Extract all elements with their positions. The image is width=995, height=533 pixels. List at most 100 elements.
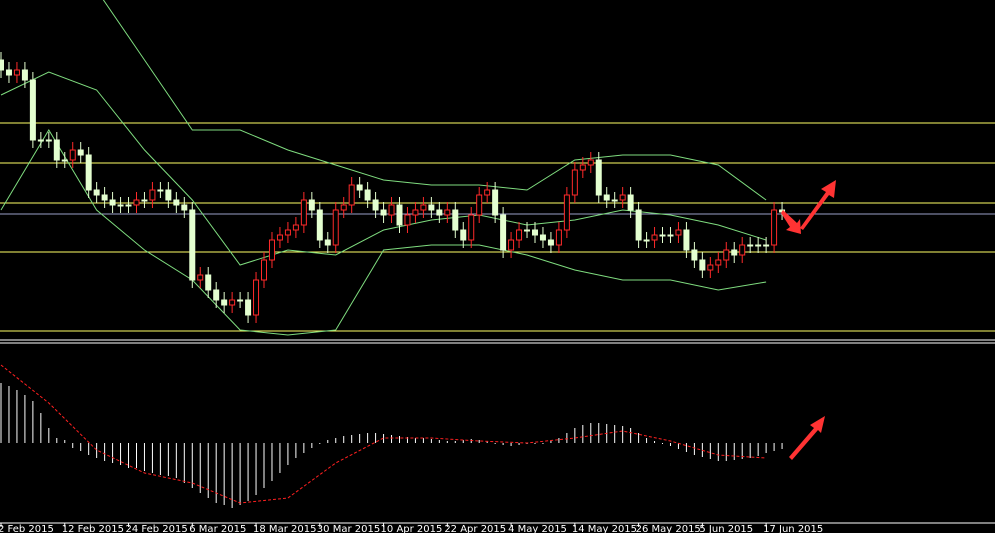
candle-body <box>348 184 355 206</box>
x-tick-label: 17 Jun 2015 <box>763 524 823 533</box>
candle-body <box>237 299 244 302</box>
x-tick-label: 6 Mar 2015 <box>189 524 246 533</box>
candle-body <box>763 244 770 247</box>
x-tick-label: 14 May 2015 <box>572 524 637 533</box>
candle-body <box>356 184 363 191</box>
candle-body <box>13 69 20 76</box>
candle-body <box>524 229 531 232</box>
candle-body <box>324 239 331 246</box>
candle-body <box>396 204 403 226</box>
candle-body <box>508 239 515 251</box>
candle-body <box>683 229 690 251</box>
x-tick-label: 24 Feb 2015 <box>126 524 188 533</box>
candle-body <box>101 194 108 201</box>
candle-body <box>268 239 275 261</box>
candle-body <box>731 249 738 256</box>
candle-body <box>579 164 586 171</box>
candle-body <box>189 209 196 281</box>
candle-body <box>0 59 4 71</box>
candle-body <box>659 234 666 237</box>
x-tick-label: 4 May 2015 <box>508 524 567 533</box>
candle-body <box>69 149 76 161</box>
candle-body <box>213 289 220 301</box>
candle-body <box>21 69 28 81</box>
candle-body <box>245 299 252 316</box>
candle-body <box>452 209 459 231</box>
candle-body <box>436 209 443 216</box>
candle-body <box>771 209 778 246</box>
candle-body <box>372 199 379 211</box>
candle-body <box>133 199 140 206</box>
candle-body <box>571 169 578 196</box>
candle-body <box>468 214 475 241</box>
candle-body <box>492 189 499 216</box>
candle-body <box>531 229 538 236</box>
x-tick-label: 2 Feb 2015 <box>0 524 54 533</box>
x-tick-label: 18 Mar 2015 <box>253 524 316 533</box>
candle-body <box>109 199 116 206</box>
candle-body <box>364 189 371 201</box>
candle-body <box>253 279 260 316</box>
candle-body <box>141 199 148 202</box>
candle-body <box>85 154 92 191</box>
arrow-down <box>781 210 801 234</box>
bollinger-band <box>0 129 767 336</box>
candle-body <box>173 199 180 206</box>
candle-body <box>587 159 594 166</box>
candle-body <box>332 209 339 246</box>
bollinger-band <box>102 0 767 201</box>
candle-body <box>380 209 387 216</box>
candle-body <box>739 244 746 256</box>
candle-body <box>516 229 523 241</box>
candle-body <box>547 239 554 246</box>
candle-body <box>221 299 228 306</box>
candle-body <box>5 69 12 76</box>
candle-body <box>715 259 722 266</box>
candle-body <box>444 209 451 216</box>
candle-body <box>627 194 634 211</box>
x-tick-label: 30 Mar 2015 <box>317 524 380 533</box>
candle-body <box>29 79 36 141</box>
candle-body <box>308 199 315 211</box>
candle-body <box>691 249 698 261</box>
candle-body <box>340 204 347 211</box>
annotation-arrows <box>781 180 836 460</box>
candle-body <box>412 209 419 216</box>
candle-body <box>635 209 642 241</box>
candle-body <box>500 214 507 251</box>
arrow-up <box>789 416 825 460</box>
candle-body <box>197 274 204 281</box>
candle-body <box>77 149 84 156</box>
candle-body <box>276 234 283 241</box>
candle-body <box>165 189 172 201</box>
candle-body <box>539 234 546 241</box>
x-tick-label: 5 Jun 2015 <box>699 524 753 533</box>
candle-body <box>125 204 132 207</box>
candle-body <box>460 229 467 241</box>
candle-body <box>292 224 299 231</box>
candle-body <box>667 234 674 237</box>
candle-body <box>420 204 427 211</box>
x-tick-label: 12 Feb 2015 <box>62 524 124 533</box>
candle-body <box>388 204 395 216</box>
arrow-up <box>800 180 836 230</box>
x-tick-label: 26 May 2015 <box>636 524 701 533</box>
candle-body <box>61 159 68 162</box>
candle-body <box>723 249 730 261</box>
candle-body <box>643 239 650 242</box>
candle-body <box>603 194 610 201</box>
candle-body <box>555 229 562 246</box>
candle-body <box>284 229 291 236</box>
candle-body <box>651 234 658 241</box>
candle-body <box>316 209 323 241</box>
candle-body <box>747 244 754 247</box>
candle-body <box>205 274 212 291</box>
candle-body <box>181 204 188 211</box>
candle-body <box>707 264 714 271</box>
candle-body <box>117 204 124 207</box>
candle-body <box>476 194 483 216</box>
candle-body <box>755 244 762 247</box>
